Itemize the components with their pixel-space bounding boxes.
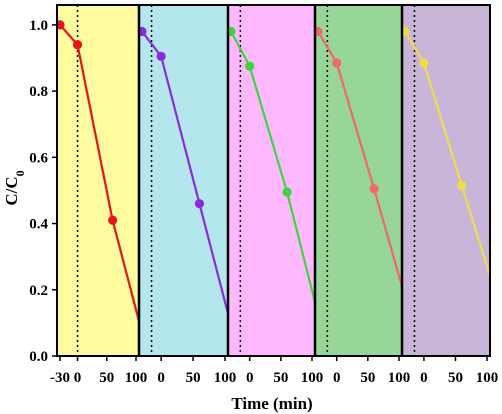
chart-panels: -30 0 50 100 0 50 100 0 50 100 0 50 100 0 50 100: [50, 5, 502, 386]
data-point: [419, 58, 429, 68]
x-tick-label: 0: [420, 370, 428, 386]
y-axis-title: C/C0: [2, 170, 27, 205]
x-tick-label: 50: [99, 370, 114, 386]
chart-panel-5: 0 50 100: [402, 5, 502, 386]
series-group: [402, 26, 502, 311]
data-point: [156, 51, 166, 61]
x-tick-label: 0: [246, 370, 254, 386]
panel-background: [57, 5, 139, 356]
y-tick-label: 0.8: [29, 84, 48, 100]
chart-panel-1: -30 0 50 100: [50, 5, 148, 386]
data-point: [139, 26, 147, 37]
y-tick-label: 1.0: [29, 18, 48, 34]
data-point: [108, 215, 118, 225]
data-point: [72, 40, 83, 50]
data-point: [228, 26, 236, 37]
data-point: [282, 187, 292, 197]
x-tick-label: 50: [360, 370, 375, 386]
panel-background: [402, 5, 490, 356]
data-point: [245, 61, 255, 71]
y-axis-title-sub: 0: [13, 170, 27, 176]
data-point: [369, 184, 379, 194]
x-tick-label: 50: [186, 370, 201, 386]
y-tick-label: 0.2: [29, 283, 48, 299]
x-tick-label: 0: [333, 370, 341, 386]
panel-background: [228, 5, 315, 356]
data-point: [194, 199, 205, 209]
data-point: [457, 180, 467, 191]
x-tick-label: 100: [388, 370, 411, 386]
series-line: [141, 30, 228, 318]
series-group: [315, 26, 402, 291]
plot-frame: [56, 4, 491, 357]
data-point: [495, 302, 502, 311]
data-point: [332, 58, 342, 68]
x-tick-label: 0: [157, 370, 165, 386]
y-axis-title-main: C/C: [2, 176, 21, 205]
series-line: [230, 30, 315, 307]
data-point: [402, 26, 410, 37]
series-line: [59, 24, 139, 326]
panel-background: [315, 5, 402, 356]
x-tick-label: 100: [476, 370, 499, 386]
series-line: [317, 30, 402, 291]
y-tick-label: 0.4: [29, 217, 48, 233]
chart-axes: 0.0 0.2 0.4 0.6 0.8 1.0: [29, 4, 491, 365]
x-tick-label: 100: [125, 370, 148, 386]
chart-panel-4: 0 50 100: [315, 5, 411, 386]
x-tick-label: 50: [273, 370, 288, 386]
x-tick-label: 100: [214, 370, 237, 386]
x-tick-label: 100: [301, 370, 324, 386]
series-group: [139, 26, 228, 318]
chart-panel-3: 0 50 100: [228, 5, 324, 386]
x-axis-title: Time (min): [231, 394, 312, 413]
data-point: [57, 20, 65, 30]
x-tick-label: -30: [50, 370, 70, 386]
series-group: [228, 26, 315, 307]
series-line: [404, 30, 490, 280]
data-point: [315, 26, 323, 37]
x-tick-label: 50: [448, 370, 463, 386]
series-group: [57, 20, 139, 326]
x-tick-label: 0: [74, 370, 82, 386]
y-tick-label: 0.6: [29, 150, 48, 166]
y-tick-label: 0.0: [29, 349, 48, 365]
panel-background: [139, 5, 228, 356]
chart-panel-2: 0 50 100: [139, 5, 237, 386]
